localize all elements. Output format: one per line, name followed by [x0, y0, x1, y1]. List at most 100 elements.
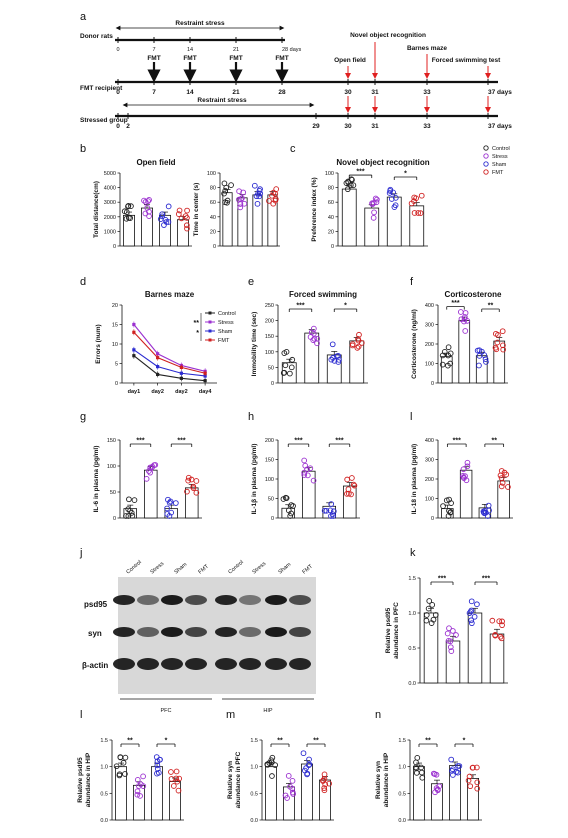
data-point	[462, 328, 469, 334]
data-point	[178, 215, 185, 222]
data-point	[156, 769, 162, 776]
blot-band	[137, 595, 159, 605]
series-name: Control	[218, 311, 236, 317]
data-point	[285, 773, 292, 779]
data-point	[269, 754, 276, 761]
donor-tick: 0	[116, 47, 119, 53]
blot-band	[215, 595, 237, 605]
data-point	[237, 201, 244, 207]
y-tick-label: 0	[431, 381, 434, 387]
stressed-tick: 29	[312, 123, 320, 130]
stressed-tick: 30	[344, 123, 352, 130]
data-point	[473, 764, 480, 771]
data-point	[149, 463, 156, 470]
data-point	[184, 207, 190, 214]
data-point	[289, 789, 296, 796]
data-point	[228, 182, 234, 188]
bar	[341, 188, 357, 247]
blot-band	[185, 595, 207, 605]
y-tick-label: 0	[271, 381, 274, 387]
blot-band	[113, 658, 135, 670]
data-point	[355, 343, 362, 350]
data-point	[125, 506, 132, 512]
significance-label: ***	[482, 576, 490, 583]
data-point	[240, 189, 247, 196]
data-point	[168, 509, 175, 516]
series-name: FMT	[218, 338, 230, 344]
data-point	[159, 213, 165, 220]
data-point	[457, 309, 464, 315]
data-point	[447, 638, 454, 645]
significance-label: *	[463, 738, 466, 745]
data-point	[166, 499, 173, 506]
data-point	[498, 635, 505, 642]
y-tick-label: 50	[268, 497, 274, 503]
data-point	[224, 197, 231, 204]
test-label: Barnes maze	[407, 45, 447, 52]
series-line	[133, 349, 206, 377]
stressed-tick: 33	[423, 123, 431, 130]
fmt-label: FMT	[147, 55, 160, 62]
y-tick-label: 2000	[104, 215, 116, 221]
y-tick-label: 3000	[104, 200, 116, 206]
y-tick-label: 1.5	[408, 576, 416, 582]
recipient-label: FMT recipient	[80, 85, 123, 92]
legend-entry: Control	[492, 146, 510, 152]
data-point	[448, 648, 455, 654]
data-point	[499, 622, 505, 629]
data-point	[489, 617, 496, 624]
data-point	[125, 203, 132, 209]
blot-band	[239, 595, 261, 605]
data-point	[222, 187, 229, 194]
blot-band	[161, 595, 183, 605]
blot-region-hip: HIP	[263, 708, 273, 714]
data-point	[328, 356, 335, 363]
bar	[431, 783, 443, 821]
data-point	[458, 316, 465, 323]
bar	[169, 781, 181, 821]
panel-label-a: a	[80, 11, 87, 23]
data-point	[321, 787, 328, 794]
y-axis-label: IL-6 in plasma (pg/ml)	[93, 446, 100, 513]
data-point	[461, 475, 467, 481]
data-point	[386, 190, 393, 196]
y-tick-label: 400	[425, 438, 434, 444]
data-point	[257, 186, 263, 192]
data-point	[326, 780, 333, 787]
data-point	[329, 511, 336, 518]
y-axis-label: Relative syn	[227, 761, 234, 799]
data-point	[173, 768, 180, 775]
blot-band	[289, 595, 311, 605]
data-point	[471, 613, 478, 620]
data-point	[164, 505, 170, 512]
data-point	[306, 756, 312, 763]
chart-title: Novel object recognition	[336, 158, 429, 167]
bar	[143, 469, 158, 519]
data-point	[289, 778, 296, 784]
data-point	[168, 769, 174, 775]
y-axis-label: Relative psd95	[385, 607, 392, 653]
recipient-tick: 21	[232, 89, 240, 96]
blot-band	[113, 595, 135, 605]
data-point	[146, 213, 152, 219]
blot-lane-label: FMT	[301, 563, 314, 575]
significance-label: *	[165, 738, 168, 745]
data-point	[122, 754, 129, 761]
fmt-label: FMT	[275, 55, 288, 62]
y-tick-label: 1.0	[408, 611, 416, 617]
series-name: Stress	[218, 320, 234, 326]
bar	[177, 219, 189, 247]
data-point	[239, 195, 245, 201]
data-point	[448, 756, 455, 763]
y-tick-label: 100	[265, 350, 274, 356]
y-tick-label: 50	[268, 365, 274, 371]
bar	[252, 194, 263, 247]
data-point	[355, 335, 361, 342]
recipient-tick: 30	[344, 89, 352, 96]
data-point	[345, 178, 351, 185]
blot-lane-label: Stress	[149, 561, 165, 576]
data-point	[468, 598, 475, 605]
data-point	[301, 469, 308, 476]
data-point	[159, 211, 166, 218]
data-point	[270, 200, 277, 207]
